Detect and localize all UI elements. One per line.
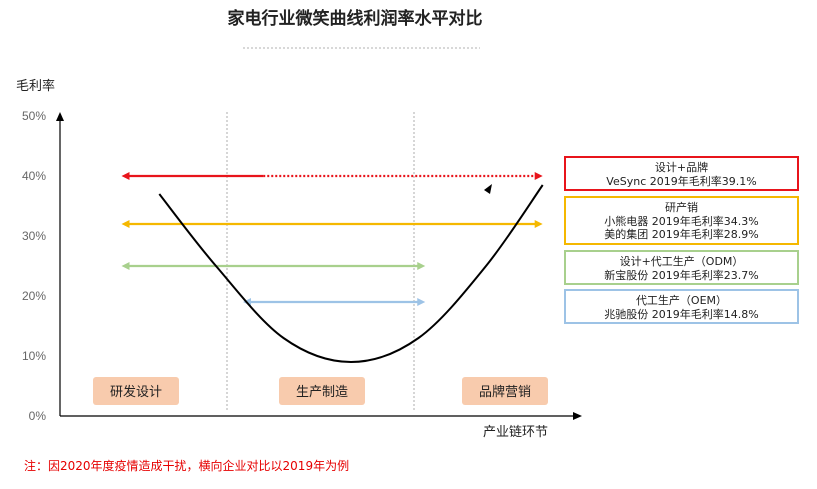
y-tick-label: 40%: [22, 169, 46, 183]
range-arrows: [121, 172, 543, 306]
region-labels: 研发设计 生产制造 品牌营销: [93, 377, 548, 405]
range-arrow: [121, 220, 543, 228]
smile-curve-arrowhead: [484, 184, 492, 194]
legend-box-title: 研产销: [665, 200, 698, 214]
svg-text:生产制造: 生产制造: [296, 385, 348, 400]
y-axis-arrow: [56, 112, 64, 121]
svg-text:研发设计: 研发设计: [110, 384, 162, 400]
svg-text:品牌营销: 品牌营销: [479, 384, 531, 400]
y-tick-label: 50%: [22, 109, 46, 123]
region-label: 研发设计: [93, 377, 179, 405]
x-axis-arrow: [573, 412, 582, 420]
chart-title: 家电行业微笑曲线利润率水平对比: [228, 8, 483, 29]
range-arrow: [243, 298, 426, 306]
footnote: 注：因2020年度疫情造成干扰，横向企业对比以2019年为例: [24, 458, 349, 473]
x-axis-label: 产业链环节: [483, 425, 548, 440]
y-tick-label: 0%: [29, 409, 47, 423]
legend-box-line: VeSync 2019年毛利率39.1%: [606, 174, 756, 188]
legend-box: 代工生产（OEM）兆驰股份 2019年毛利率14.8%: [564, 289, 799, 324]
region-label: 生产制造: [279, 377, 365, 405]
legend-box-line: 兆驰股份 2019年毛利率14.8%: [604, 307, 758, 321]
smile-curve: [158, 184, 544, 364]
legend-box-title: 设计+品牌: [655, 160, 708, 174]
y-axis-ticks: 0% 10% 20% 30% 40% 50%: [22, 109, 46, 423]
legend-box-title: 设计+代工生产（ODM）: [620, 254, 744, 268]
legend-box: 设计+代工生产（ODM）新宝股份 2019年毛利率23.7%: [564, 250, 799, 285]
legend-box-line: 美的集团 2019年毛利率28.9%: [604, 227, 758, 241]
legend-box-line: 新宝股份 2019年毛利率23.7%: [604, 268, 758, 282]
y-tick-label: 10%: [22, 349, 46, 363]
legend-box-title: 代工生产（OEM）: [636, 293, 727, 307]
y-axis-label: 毛利率: [16, 78, 55, 94]
y-tick-label: 20%: [22, 289, 46, 303]
legend-box-line: 小熊电器 2019年毛利率34.3%: [604, 214, 758, 228]
range-arrow: [121, 172, 543, 180]
y-tick-label: 30%: [22, 229, 46, 243]
region-label: 品牌营销: [462, 377, 548, 405]
range-arrow: [121, 262, 426, 270]
